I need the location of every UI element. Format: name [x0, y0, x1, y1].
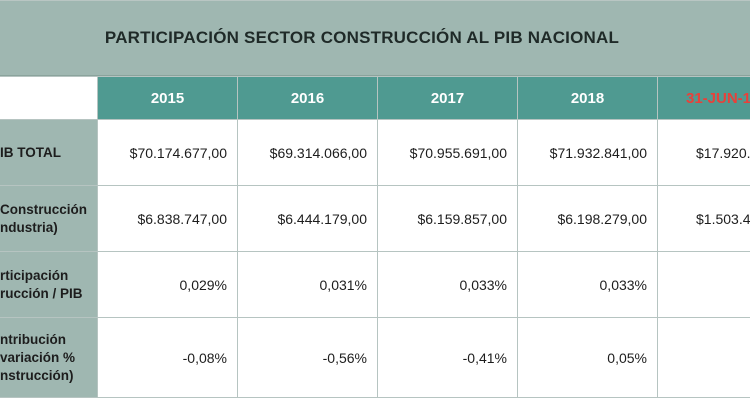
- table-row: Construcción ndustria) $6.838.747,00 $6.…: [0, 185, 750, 252]
- row-header-construction-industry: Construcción ndustria): [0, 185, 98, 252]
- header-row: 2015 2016 2017 2018 31-JUN-1: [0, 76, 750, 120]
- row-header-contribution: ntribución variación % nstrucción): [0, 317, 98, 398]
- table-cell: 0,033%: [377, 251, 518, 318]
- table-cell: -0,56%: [237, 317, 378, 398]
- table-cell: $6.198.279,00: [517, 185, 658, 252]
- table-row: IB TOTAL $70.174.677,00 $69.314.066,00 $…: [0, 119, 750, 186]
- table-cell: $6.159.857,00: [377, 185, 518, 252]
- table-cell: $69.314.066,00: [237, 119, 378, 186]
- table-cell: $1.503.4: [657, 185, 750, 252]
- table-cell: -0,08%: [97, 317, 238, 398]
- row-header-participation: rticipación rucción / PIB: [0, 251, 98, 318]
- table-cell: -0,41%: [377, 317, 518, 398]
- column-header-2018: 2018: [517, 76, 658, 120]
- column-header-partial-year: 31-JUN-1: [657, 76, 750, 120]
- row-label-line: nstrucción): [0, 367, 74, 383]
- table-row: ntribución variación % nstrucción) -0,08…: [0, 317, 750, 398]
- row-label: IB TOTAL: [0, 144, 61, 160]
- column-header-2016: 2016: [237, 76, 378, 120]
- row-label-line: ntribución: [0, 331, 66, 347]
- column-header-2015: 2015: [97, 76, 238, 120]
- table-cell: 0,031%: [237, 251, 378, 318]
- row-label-line: ndustria): [0, 219, 58, 235]
- table-cell: 0,033%: [517, 251, 658, 318]
- table-cell: -: [657, 317, 750, 398]
- gdp-participation-table: 2015 2016 2017 2018 31-JUN-1 IB TOTAL $7…: [0, 76, 750, 398]
- row-label-line: variación %: [0, 349, 76, 365]
- header-corner-cell: [0, 76, 98, 120]
- table-cell: $71.932.841,00: [517, 119, 658, 186]
- table-row: rticipación rucción / PIB 0,029% 0,031% …: [0, 251, 750, 318]
- table-title-text: PARTICIPACIÓN SECTOR CONSTRUCCIÓN AL PIB…: [104, 28, 620, 47]
- table-cell: $17.920.5: [657, 119, 750, 186]
- table-cell: 0,05%: [517, 317, 658, 398]
- table-title: PARTICIPACIÓN SECTOR CONSTRUCCIÓN AL PIB…: [0, 1, 750, 76]
- row-label-line: rticipación: [0, 267, 69, 283]
- row-label-line: Construcción: [0, 201, 88, 217]
- table-cell: $6.444.179,00: [237, 185, 378, 252]
- row-label-line: rucción / PIB: [0, 285, 83, 301]
- column-header-2017: 2017: [377, 76, 518, 120]
- row-header-gdp-total: IB TOTAL: [0, 119, 98, 186]
- table-cell: $70.955.691,00: [377, 119, 518, 186]
- table-cell: $70.174.677,00: [97, 119, 238, 186]
- table-cell: $6.838.747,00: [97, 185, 238, 252]
- table-cell: 0,029%: [97, 251, 238, 318]
- table-cell: 2: [657, 251, 750, 318]
